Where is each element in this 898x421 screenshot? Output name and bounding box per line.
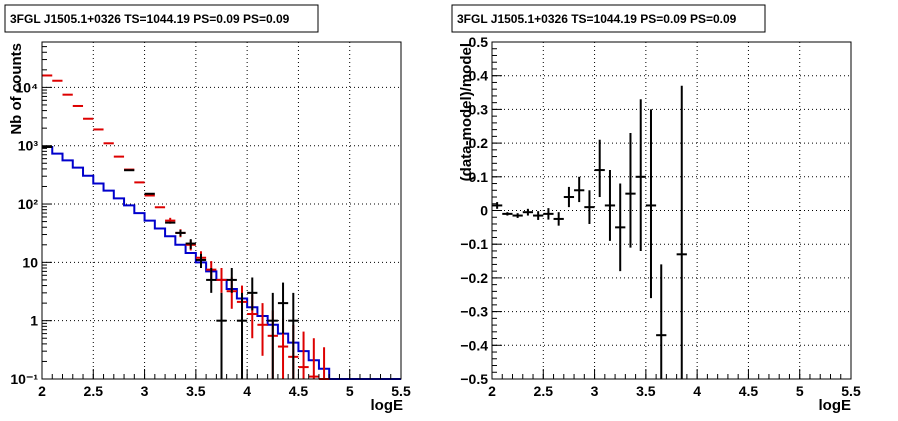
left-x-tick-label: 5 [346, 383, 354, 399]
left-x-tick-label: 5.5 [391, 383, 411, 399]
left-data-point [308, 338, 319, 379]
left-data-point [206, 268, 217, 293]
right-data-point [574, 176, 585, 203]
right-x-tick-label: 3 [591, 383, 599, 399]
right-pad-background [449, 0, 898, 421]
left-x-tick-label: 3.5 [186, 383, 206, 399]
right-data-point [492, 202, 503, 209]
right-data-point [522, 208, 534, 216]
right-data-point [553, 212, 564, 226]
right-data-point [533, 211, 544, 220]
right-data-point [676, 85, 687, 379]
left-y-tick-label: 1 [30, 313, 38, 329]
left-title-box [4, 4, 319, 33]
right-x-axis-title: logE [819, 397, 852, 414]
right-x-tick-label: 4 [693, 383, 701, 399]
right-data-point [615, 183, 626, 272]
right-y-tick-label: 0 [480, 203, 488, 219]
left-x-tick-label: 4 [243, 383, 251, 399]
right-y-tick-label: −0.4 [460, 337, 488, 353]
left-data-point [277, 282, 289, 334]
right-x-tick-label: 5 [796, 383, 804, 399]
left-x-axis-title: logE [371, 397, 404, 414]
left-y-tick-label: 10² [18, 196, 39, 212]
left-y-tick-label: 10⁻¹ [10, 371, 38, 387]
left-data-point [267, 292, 278, 379]
left-y-tick-label: 10⁴ [16, 79, 39, 95]
left-x-tick-label: 4.5 [289, 383, 309, 399]
right-data-point [635, 99, 646, 251]
left-plot-frame [41, 41, 402, 380]
left-x-tick-label: 3 [141, 383, 149, 399]
right-data-point [625, 132, 636, 248]
right-data-point [604, 170, 616, 241]
left-data-point [298, 331, 309, 379]
left-grid [42, 42, 401, 379]
left-data-point [216, 268, 227, 293]
left-data-point [226, 268, 237, 293]
right-x-tick-label: 5.5 [841, 383, 861, 399]
right-y-tick-label: 0.3 [469, 101, 489, 117]
left-data-point [185, 239, 196, 249]
right-data-point [645, 109, 657, 299]
left-series [42, 74, 401, 380]
right-data-point [584, 190, 595, 224]
right-y-tick-label: −0.5 [460, 371, 488, 387]
left-data-point [257, 303, 268, 356]
left-y-tick-label: 10³ [18, 138, 39, 154]
right-y-tick-label: −0.3 [460, 304, 488, 320]
left-model-step-line [42, 146, 401, 380]
left-data-point [216, 292, 227, 379]
right-ticks [491, 41, 852, 380]
right-y-tick-label: 0.5 [469, 34, 489, 50]
right-y-tick-label: 0.2 [469, 135, 489, 151]
left-x-tick-label: 2.5 [84, 383, 104, 399]
right-chart-title: 3FGL J1505.1+0326 TS=1044.19 PS=0.09 PS=… [457, 12, 737, 26]
left-x-tick-labels: 2 2.5 3 3.5 4 4.5 5 5.5 [38, 383, 411, 399]
left-data-point [236, 292, 248, 379]
left-panel: 3FGL J1505.1+0326 TS=1044.19 PS=0.09 PS=… [0, 0, 440, 421]
left-data-point [195, 253, 207, 269]
right-y-tick-label: −0.1 [460, 236, 488, 252]
right-x-tick-label: 2 [488, 383, 496, 399]
right-y-tick-label: 0.4 [469, 68, 489, 84]
right-data-point [512, 213, 523, 218]
left-y-tick-label: 10 [22, 254, 38, 270]
right-data-point [594, 139, 605, 198]
right-title-box [451, 4, 766, 33]
left-pad-background [0, 0, 440, 421]
left-data-point [288, 292, 299, 379]
right-x-tick-label: 3.5 [636, 383, 656, 399]
right-series [492, 85, 687, 379]
right-x-tick-label: 4.5 [739, 383, 759, 399]
right-y-axis-title: (data-model)/model [458, 43, 475, 181]
left-data-point [175, 229, 186, 237]
right-x-tick-label: 2.5 [534, 383, 554, 399]
right-x-tick-labels: 2 2.5 3 3.5 4 4.5 5 5.5 [488, 383, 861, 399]
right-panel: 3FGL J1505.1+0326 TS=1044.19 PS=0.09 PS=… [449, 0, 898, 421]
left-y-tick-labels: 10⁻¹ 1 10 10² 10³ 10⁴ [10, 79, 38, 387]
right-data-point [656, 264, 667, 379]
right-grid [492, 42, 851, 379]
right-y-tick-label: −0.2 [460, 270, 488, 286]
right-data-point [543, 208, 554, 220]
left-ticks [41, 41, 402, 380]
left-x-tick-label: 2 [38, 383, 46, 399]
left-y-axis-title: Nb of counts [8, 43, 25, 135]
left-chart-title: 3FGL J1505.1+0326 TS=1044.19 PS=0.09 PS=… [10, 12, 290, 26]
right-y-tick-label: 0.1 [469, 169, 489, 185]
left-data-point [247, 277, 258, 311]
right-y-tick-labels: −0.5 −0.4 −0.3 −0.2 −0.1 0 0.1 0.2 0.3 0.4 0.5 [460, 34, 488, 387]
right-data-point [502, 212, 513, 216]
right-data-point [563, 186, 575, 208]
